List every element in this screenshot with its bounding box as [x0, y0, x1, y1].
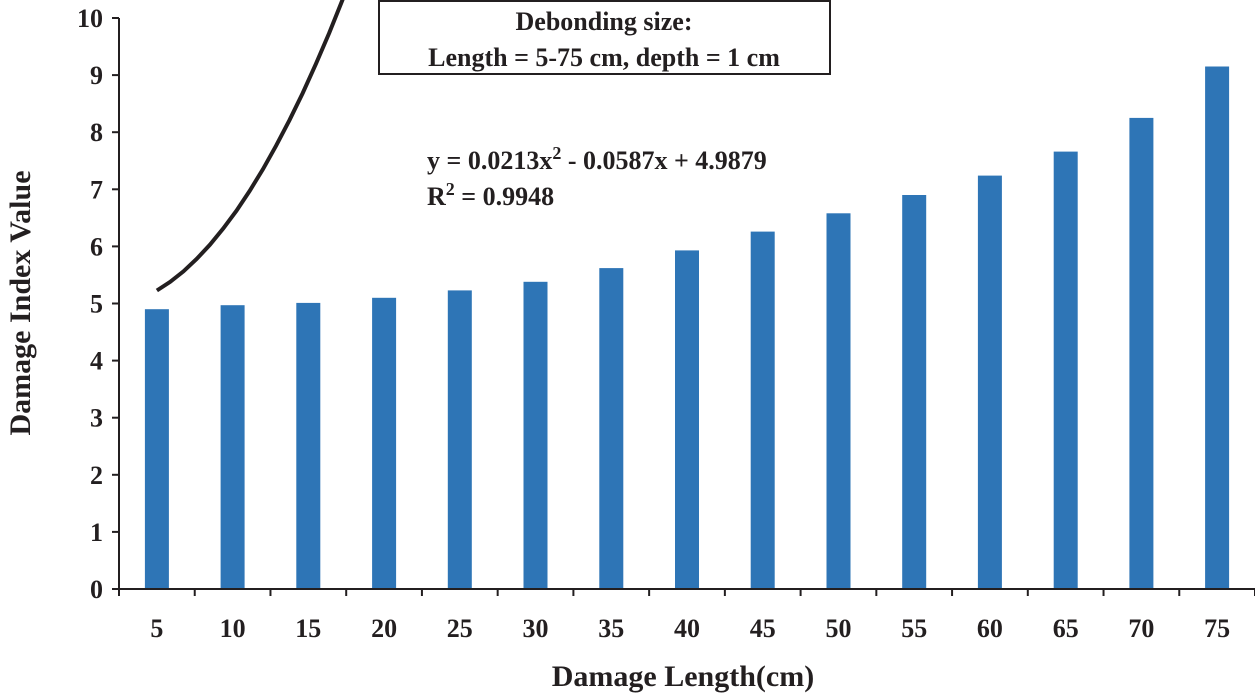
bar-5	[144, 309, 169, 589]
bar-60	[977, 175, 1002, 589]
x-tick-label: 70	[1128, 614, 1154, 643]
y-tick-label: 2	[90, 461, 103, 490]
equation-prefix: y = 0.0213x	[427, 146, 552, 175]
bar-10	[220, 305, 245, 589]
y-tick-label: 8	[90, 118, 103, 147]
annotation-box-line2: Length = 5-75 cm, depth = 1 cm	[428, 43, 780, 72]
bar-20	[372, 297, 397, 589]
trend-equation: y = 0.0213x2 - 0.0587x + 4.9879	[427, 143, 767, 175]
annotation-box-frame	[378, 0, 831, 75]
debonding-size-box: Debonding size: Length = 5-75 cm, depth …	[378, 0, 831, 75]
y-axis-title: Damage Index Value	[4, 170, 37, 435]
y-tick-label: 0	[90, 575, 103, 604]
y-tick-label: 4	[90, 347, 103, 376]
trendline	[155, 0, 345, 293]
y-tick-label: 7	[90, 175, 103, 204]
bar-65	[1053, 151, 1078, 589]
bar-45	[750, 231, 775, 589]
x-tick-label: 75	[1204, 614, 1230, 643]
y-tick-label: 3	[90, 404, 103, 433]
bar-50	[826, 213, 851, 590]
r2-suffix: = 0.9948	[455, 182, 554, 211]
bar-30	[523, 281, 548, 589]
x-tick-label: 45	[750, 614, 776, 643]
x-tick-label: 50	[826, 614, 852, 643]
r2-exponent: 2	[446, 179, 455, 199]
y-tick-label: 10	[77, 4, 103, 33]
x-tick-label: 5	[150, 614, 163, 643]
x-tick-label: 20	[371, 614, 397, 643]
bar-15	[296, 302, 321, 589]
x-ticks-group: 5 10 15 20 25 30 35 40 45 50 55 60 65 70 75	[118, 589, 1255, 643]
r2-prefix: R	[427, 182, 446, 211]
x-tick-label: 65	[1053, 614, 1079, 643]
bar-55	[902, 195, 927, 589]
r-squared: R2 = 0.9948	[427, 179, 554, 211]
bar-25	[447, 290, 472, 589]
x-tick-label: 35	[598, 614, 624, 643]
x-tick-label: 10	[220, 614, 246, 643]
x-tick-label: 15	[295, 614, 321, 643]
y-ticks-group: 0 1 2 3 4 5 6 7 8 9 10	[77, 4, 119, 604]
y-tick-label: 1	[90, 518, 103, 547]
y-tick-label: 9	[90, 61, 103, 90]
y-tick-label: 5	[90, 290, 103, 319]
x-tick-label: 60	[977, 614, 1003, 643]
equation-exponent: 2	[552, 143, 561, 163]
bar-75	[1205, 66, 1230, 589]
x-tick-label: 55	[901, 614, 927, 643]
bar-40	[675, 250, 699, 589]
bars-group	[144, 66, 1230, 590]
bar-70	[1129, 117, 1154, 590]
bar-35	[599, 268, 624, 589]
x-axis-title: Damage Length(cm)	[552, 660, 814, 693]
x-tick-label: 25	[447, 614, 473, 643]
x-tick-label: 30	[523, 614, 549, 643]
annotation-box-line1: Debonding size:	[516, 7, 693, 36]
equation-suffix: - 0.0587x + 4.9879	[561, 146, 766, 175]
y-tick-label: 6	[90, 232, 103, 261]
x-tick-label: 40	[674, 614, 700, 643]
